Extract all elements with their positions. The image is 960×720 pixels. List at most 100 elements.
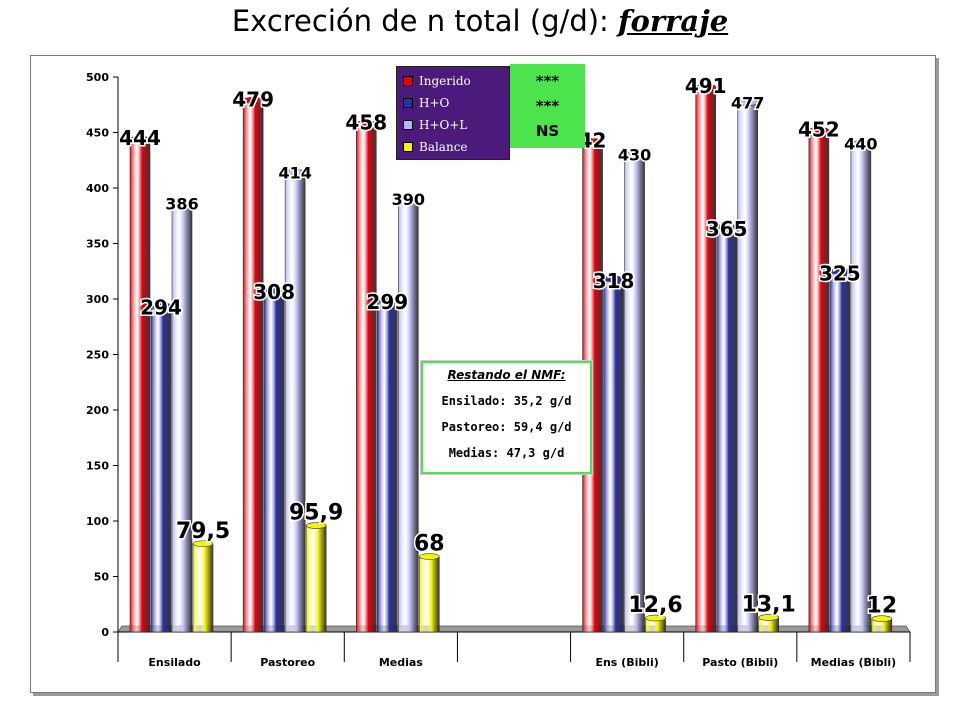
bar-cap <box>242 97 264 104</box>
data-label: 68 <box>414 532 445 557</box>
legend-label: H+O <box>419 96 450 110</box>
legend-label: H+O+L <box>419 118 468 132</box>
bar-cap <box>871 615 893 622</box>
y-tick-label: 250 <box>86 349 109 362</box>
bar-h-o-l-5 <box>737 102 759 633</box>
bar-cap <box>150 302 172 309</box>
x-tick-label: Pasto (Bibli) <box>702 656 778 669</box>
data-label: 444 <box>119 126 161 150</box>
bar-cap <box>129 135 151 143</box>
legend-swatch <box>403 76 413 86</box>
data-label: 477 <box>731 94 764 113</box>
title-main: Excreción de n total (g/d): <box>231 4 619 38</box>
data-label: 452 <box>798 117 840 141</box>
y-tick-label: 450 <box>86 127 109 140</box>
bar-balance-2 <box>418 556 440 633</box>
x-tick-label: Medias (Bibli) <box>811 656 896 669</box>
bar-cap <box>305 522 327 529</box>
data-label: 308 <box>253 280 295 304</box>
y-tick-label: 400 <box>86 182 109 195</box>
note-line-pastoreo: Pastoreo: 59,4 g/d <box>441 420 572 434</box>
bar-ingerido-2 <box>355 123 377 633</box>
significance-box: *** *** NS <box>510 64 585 148</box>
legend-swatch <box>403 98 413 108</box>
legend-item-balance: Balance <box>403 136 509 158</box>
y-tick-label: 50 <box>94 571 110 584</box>
legend-item-ingerido: Ingerido <box>403 70 509 92</box>
data-label: 430 <box>618 146 651 165</box>
legend-swatch <box>403 120 413 130</box>
bar-cap <box>695 83 717 91</box>
bar-cap <box>624 151 645 158</box>
bar-cap <box>397 195 419 203</box>
bar-cap <box>171 200 193 207</box>
y-tick-label: 200 <box>86 404 109 417</box>
bar-cap <box>355 120 377 127</box>
data-label: 414 <box>278 163 311 182</box>
data-label: 325 <box>819 261 861 285</box>
data-label: 12 <box>867 594 898 619</box>
bar-h-o-2 <box>376 299 398 633</box>
data-label: 491 <box>685 74 727 98</box>
data-label: 95,9 <box>289 501 343 526</box>
bar-cap <box>263 286 285 294</box>
bar-cap <box>418 553 440 560</box>
data-label: 318 <box>593 269 635 293</box>
data-label: 386 <box>165 195 198 214</box>
bar-cap <box>758 614 780 621</box>
chart-bars <box>129 83 893 633</box>
data-label: 79,5 <box>176 519 230 544</box>
legend-label: Ingerido <box>419 74 471 88</box>
note-line-medias: Medias: 47,3 g/d <box>448 446 565 460</box>
note-line-ensilado: Ensilado: 35,2 g/d <box>441 394 572 408</box>
data-label: 440 <box>844 135 877 154</box>
bar-cap <box>737 99 759 106</box>
chart-legend: Ingerido H+O H+O+L Balance <box>396 66 510 160</box>
bar-h-o-5 <box>716 226 738 633</box>
data-label: 13,1 <box>742 592 796 617</box>
x-tick-label: Ens (Bibli) <box>595 656 658 669</box>
chart-title: Excreción de n total (g/d): forraje <box>0 4 960 38</box>
bar-cap <box>645 614 666 622</box>
bar-ingerido-6 <box>808 129 830 633</box>
significance-h-o: *** <box>535 96 560 115</box>
bar-ingerido-5 <box>695 86 717 633</box>
bar-cap <box>716 223 738 231</box>
chart-floor <box>117 625 911 633</box>
y-tick-label: 300 <box>86 293 109 306</box>
data-label: 458 <box>345 111 387 135</box>
legend-label: Balance <box>419 140 468 154</box>
bar-ingerido-0 <box>129 138 151 633</box>
bar-cap <box>284 169 306 176</box>
bar-cap <box>376 296 398 304</box>
note-title: Restando el NMF: <box>447 368 566 382</box>
data-label: 12,6 <box>628 593 682 618</box>
bar-balance-1 <box>305 525 327 633</box>
legend-item-h-o: H+O <box>403 92 509 114</box>
data-label: 390 <box>392 190 425 209</box>
significance-ingerido: *** <box>535 71 560 90</box>
bar-h-o-l-2 <box>397 198 419 633</box>
x-tick-label: Pastoreo <box>260 656 315 669</box>
bar-balance-0 <box>192 543 214 633</box>
legend-swatch <box>403 142 413 152</box>
bar-h-o-l-1 <box>284 172 306 633</box>
significance-h-o-l: NS <box>535 121 560 140</box>
y-tick-label: 150 <box>86 460 109 473</box>
x-tick-label: Medias <box>379 656 423 669</box>
bar-cap <box>850 140 872 147</box>
data-label: 294 <box>140 296 182 320</box>
bar-cap <box>808 126 830 134</box>
bar-h-o-6 <box>829 270 851 633</box>
x-tick-label: Ensilado <box>148 656 201 669</box>
bar-h-o-4 <box>603 278 624 633</box>
y-tick-label: 350 <box>86 238 109 251</box>
y-tick-label: 0 <box>101 626 109 639</box>
legend-item-h-o-l: H+O+L <box>403 114 509 136</box>
nmf-note-box: Restando el NMF: Ensilado: 35,2 g/d Past… <box>420 360 593 475</box>
y-tick-label: 100 <box>86 515 109 528</box>
bar-cap <box>829 267 851 275</box>
bar-ingerido-1 <box>242 100 264 633</box>
data-label: 299 <box>366 290 408 314</box>
